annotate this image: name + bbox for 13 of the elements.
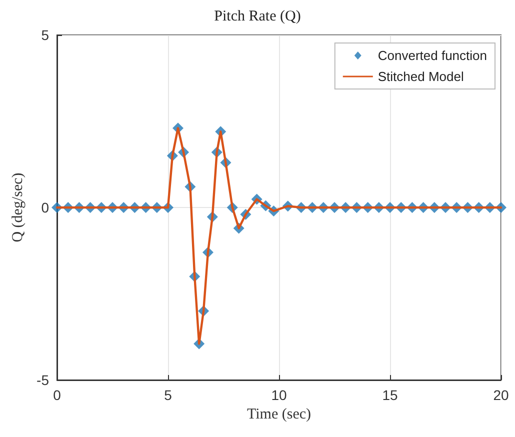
x-tick-label: 0 — [53, 387, 62, 403]
chart-title: Pitch Rate (Q) — [214, 8, 301, 24]
y-axis-title: Q (deg/sec) — [10, 172, 26, 242]
y-tick-label: 0 — [41, 200, 50, 216]
x-tick-label: 20 — [493, 387, 509, 403]
x-axis-title: Time (sec) — [246, 406, 312, 422]
y-tick-label: 5 — [41, 27, 50, 43]
legend-label: Converted function — [378, 48, 487, 63]
x-tick-label: 5 — [164, 387, 172, 403]
legend-label: Stitched Model — [378, 69, 464, 84]
x-tick-label: 15 — [382, 387, 398, 403]
x-tick-label: 10 — [271, 387, 287, 403]
y-tick-label: -5 — [36, 372, 50, 388]
